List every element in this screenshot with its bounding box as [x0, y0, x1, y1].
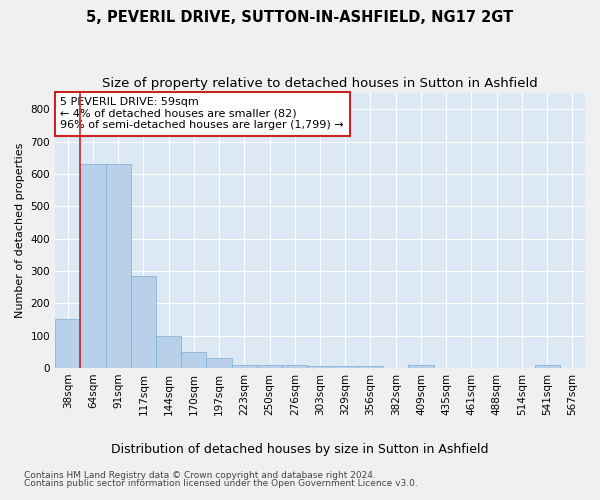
Text: Contains HM Land Registry data © Crown copyright and database right 2024.: Contains HM Land Registry data © Crown c…	[24, 471, 376, 480]
Bar	[282, 366, 307, 368]
Bar	[106, 164, 131, 368]
Bar	[332, 366, 358, 368]
Text: Distribution of detached houses by size in Sutton in Ashfield: Distribution of detached houses by size …	[111, 442, 489, 456]
Text: 5, PEVERIL DRIVE, SUTTON-IN-ASHFIELD, NG17 2GT: 5, PEVERIL DRIVE, SUTTON-IN-ASHFIELD, NG…	[86, 10, 514, 25]
Y-axis label: Number of detached properties: Number of detached properties	[15, 143, 25, 318]
Bar	[181, 352, 206, 368]
Bar	[535, 366, 560, 368]
Bar	[358, 366, 383, 368]
Text: Contains public sector information licensed under the Open Government Licence v3: Contains public sector information licen…	[24, 478, 418, 488]
Title: Size of property relative to detached houses in Sutton in Ashfield: Size of property relative to detached ho…	[102, 78, 538, 90]
Bar	[131, 276, 156, 368]
Text: 5 PEVERIL DRIVE: 59sqm
← 4% of detached houses are smaller (82)
96% of semi-deta: 5 PEVERIL DRIVE: 59sqm ← 4% of detached …	[61, 97, 344, 130]
Bar	[232, 365, 257, 368]
Bar	[206, 358, 232, 368]
Bar	[55, 320, 80, 368]
Bar	[409, 366, 434, 368]
Bar	[156, 336, 181, 368]
Bar	[307, 366, 332, 368]
Bar	[257, 365, 282, 368]
Bar	[80, 164, 106, 368]
